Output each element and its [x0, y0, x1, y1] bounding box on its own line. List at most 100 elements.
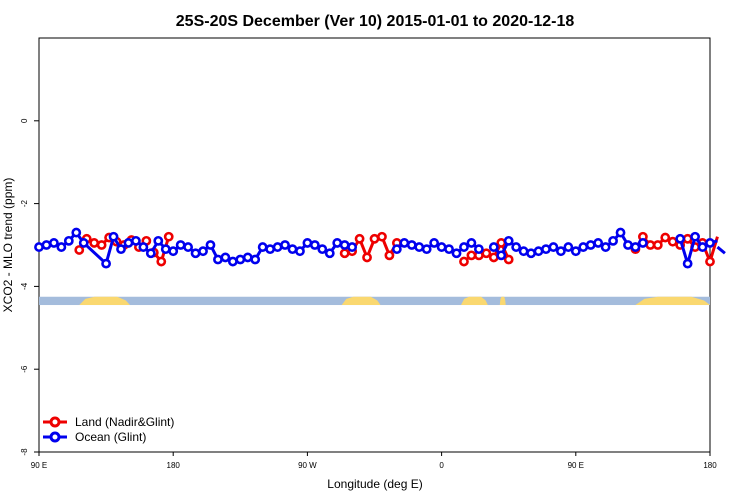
- legend-marker-ocean: [49, 431, 61, 443]
- x-tick-label-1: 180: [167, 461, 181, 470]
- y-tick-label-1: -2: [20, 199, 29, 207]
- series-0-point-3-0: [459, 256, 469, 267]
- series-0-point-2-5: [377, 231, 387, 242]
- series-0-point-4-7: [682, 233, 693, 244]
- series-1-point-0-10: [123, 238, 134, 248]
- series-1-point-0-19: [190, 248, 201, 259]
- series-1-point-0-3: [56, 242, 67, 252]
- series-1-point-2-10: [563, 242, 574, 252]
- series-0-point-3-6: [503, 254, 514, 265]
- series-1-point-0-21: [205, 240, 216, 250]
- series-1-point-0-5: [71, 227, 82, 238]
- land-segment-0: [79, 296, 130, 306]
- series-1-point-1-0: [391, 244, 402, 255]
- series-1-point-0-22: [213, 254, 223, 265]
- land-segment-1: [341, 296, 381, 306]
- series-1-point-0-6: [78, 238, 89, 248]
- series-1-point-0-14: [153, 235, 164, 246]
- series-0-point-3-5: [496, 238, 507, 248]
- y-tick-label-2: -4: [20, 282, 29, 290]
- series-1-point-2-9: [555, 246, 566, 257]
- series-1: [34, 227, 726, 269]
- series-0-point-2-6: [384, 250, 395, 261]
- series-1-point-0-9: [116, 244, 126, 255]
- land-ocean-band: [39, 296, 710, 306]
- series-1-point-2-20: [638, 238, 648, 248]
- series-1-point-3-0: [675, 233, 686, 244]
- series-0-point-4-4: [660, 232, 671, 243]
- series-1-point-0-31: [280, 240, 290, 250]
- series-1-point-2-5: [526, 248, 536, 259]
- series-1-point-0-36: [317, 244, 328, 255]
- series-0-point-2-4: [369, 233, 380, 244]
- series-1-point-2-11: [570, 246, 581, 257]
- series-1-point-0-39: [339, 240, 350, 250]
- y-axis-label: XCO2 - MLO trend (ppm): [1, 178, 15, 313]
- series-1-point-0-27: [250, 254, 261, 265]
- series-1-point-0-0: [34, 242, 44, 252]
- series-1-point-1-2: [406, 240, 417, 250]
- x-tick-label-2: 90 W: [298, 461, 317, 470]
- series-0-point-0-0: [74, 245, 85, 255]
- series-0-point-4-3: [652, 240, 663, 250]
- series-1-point-1-3: [414, 242, 425, 252]
- y-tick-label-3: -6: [20, 365, 29, 373]
- y-axis: 0 -2 -4 -6 -8: [20, 118, 39, 456]
- series-1-point-0-38: [332, 238, 343, 248]
- land-segment-4: [635, 296, 710, 306]
- legend: Land (Nadir&Glint) Ocean (Glint): [43, 415, 174, 444]
- y-tick-label-0: 0: [20, 118, 29, 123]
- series-1-point-2-14: [593, 238, 604, 248]
- series-1-point-0-4: [63, 235, 74, 246]
- series-1-point-0-2: [49, 238, 59, 248]
- x-tick-label-0: 90 E: [31, 461, 47, 470]
- series-1-point-2-17: [615, 227, 626, 238]
- legend-marker-land: [49, 416, 61, 428]
- series-1-point-2-8: [548, 242, 559, 252]
- series-1-point-2-13: [585, 240, 596, 250]
- series-1-point-0-13: [145, 248, 156, 259]
- series-1-point-3-1: [682, 258, 693, 269]
- land-segment-2: [460, 296, 488, 306]
- series-1-point-2-6: [533, 246, 544, 257]
- series-0-point-4-5: [667, 236, 678, 247]
- series-1-point-2-2: [503, 235, 514, 246]
- series-0-point-4-2: [645, 240, 656, 250]
- series-1-point-0-18: [183, 242, 194, 252]
- legend-entry-ocean: Ocean (Glint): [43, 430, 146, 444]
- series-1-point-0-17: [175, 240, 186, 250]
- series-1-point-0-28: [257, 242, 268, 252]
- x-tick-label-5: 180: [703, 461, 717, 470]
- series-1-point-0-29: [265, 244, 276, 255]
- x-tick-label-3: 0: [439, 461, 444, 470]
- series-0-point-3-4: [488, 252, 499, 263]
- series-1-point-0-24: [227, 256, 238, 267]
- chart-title: 25S-20S December (Ver 10) 2015-01-01 to …: [176, 13, 575, 30]
- x-axis: 90 E 180 90 W 0 90 E 180: [31, 452, 717, 470]
- series-1-point-3-2: [690, 231, 700, 242]
- series-1-point-1-11: [473, 244, 484, 255]
- series-1-point-0-40: [347, 242, 358, 252]
- series-layer: [34, 227, 726, 269]
- series-1-point-0-25: [235, 254, 246, 265]
- y-tick-label-4: -8: [20, 448, 29, 456]
- series-1-point-0-11: [131, 235, 141, 246]
- series-0-point-3-1: [466, 250, 477, 261]
- series-1-point-1-4: [421, 244, 432, 255]
- series-0-point-0-2: [89, 238, 100, 248]
- series-1-point-0-26: [242, 252, 253, 263]
- series-1-point-2-16: [608, 235, 618, 246]
- series-1-point-0-20: [198, 246, 208, 257]
- series-1-point-0-16: [168, 246, 179, 257]
- x-axis-label: Longitude (deg E): [327, 477, 422, 491]
- series-1-point-0-7: [101, 258, 111, 269]
- series-1-point-1-7: [444, 244, 454, 255]
- series-1-point-2-19: [630, 242, 641, 252]
- series-0-point-1-2: [163, 231, 174, 242]
- series-0-point-2-2: [354, 233, 365, 244]
- land-segment-3: [499, 296, 506, 306]
- series-1-point-0-35: [309, 240, 320, 250]
- series-0-point-2-3: [362, 252, 372, 263]
- series-1-point-0-12: [138, 242, 149, 252]
